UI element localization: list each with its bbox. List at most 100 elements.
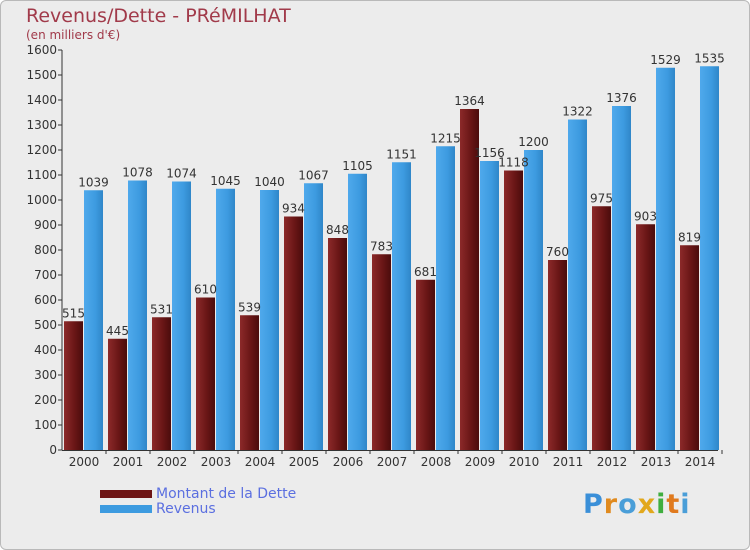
label-debt-2013: 903 xyxy=(634,209,657,223)
chart-axes: 0 100 200 300 400 500 600 700 800 900 1000 1100 1200… xyxy=(26,43,723,469)
y-tick-label: 900 xyxy=(34,218,57,232)
label-revenue-2014: 1535 xyxy=(694,51,725,65)
logo-letter: i xyxy=(680,489,691,520)
y-tick-label: 100 xyxy=(34,418,57,432)
x-tick-label-2014: 2014 xyxy=(685,455,716,469)
bar-revenue-2007 xyxy=(392,162,411,450)
x-tick-label-2006: 2006 xyxy=(333,455,364,469)
logo-letter: o xyxy=(618,489,638,520)
bar-debt-2014 xyxy=(680,245,699,450)
x-tick-label-2002: 2002 xyxy=(157,455,188,469)
bar-debt-2004 xyxy=(240,315,259,450)
x-tick-label-2000: 2000 xyxy=(69,455,100,469)
x-tick-label-2004: 2004 xyxy=(245,455,276,469)
y-tick-label: 0 xyxy=(49,443,57,457)
bar-revenue-2002 xyxy=(172,181,191,450)
y-tick-label: 1500 xyxy=(26,68,57,82)
x-tick-label-2008: 2008 xyxy=(421,455,452,469)
bar-revenue-2009 xyxy=(480,161,499,450)
bar-revenue-2011 xyxy=(568,119,587,450)
y-tick-label: 200 xyxy=(34,393,57,407)
bar-debt-2001 xyxy=(108,338,127,450)
y-tick-label: 300 xyxy=(34,368,57,382)
bar-revenue-2010 xyxy=(524,150,543,450)
label-revenue-2006: 1105 xyxy=(342,159,373,173)
label-revenue-2011: 1322 xyxy=(562,105,593,119)
proxiti-logo: Proxiti xyxy=(583,489,691,520)
y-tick-label: 1000 xyxy=(26,193,57,207)
label-revenue-2008: 1215 xyxy=(430,131,461,145)
legend-swatch-debt xyxy=(100,490,152,498)
label-revenue-2001: 1078 xyxy=(122,166,153,180)
legend-label-revenue: Revenus xyxy=(156,501,216,517)
bar-revenue-2014 xyxy=(700,66,719,450)
bar-debt-2008 xyxy=(416,279,435,450)
bar-debt-2012 xyxy=(592,206,611,450)
label-revenue-2009: 1156 xyxy=(474,146,505,160)
y-tick-label: 1100 xyxy=(26,168,57,182)
label-revenue-2005: 1067 xyxy=(298,168,329,182)
x-tick-label-2007: 2007 xyxy=(377,455,408,469)
label-debt-2007: 783 xyxy=(370,239,393,253)
bar-debt-2000 xyxy=(64,321,83,450)
x-tick-label-2012: 2012 xyxy=(597,455,628,469)
y-tick-label: 1400 xyxy=(26,93,57,107)
y-tick-label: 500 xyxy=(34,318,57,332)
label-revenue-2000: 1039 xyxy=(78,175,109,189)
x-tick-label-2001: 2001 xyxy=(113,455,144,469)
bar-revenue-2012 xyxy=(612,106,631,450)
label-debt-2009: 1364 xyxy=(454,94,485,108)
legend-swatch-revenue xyxy=(100,505,152,513)
label-revenue-2007: 1151 xyxy=(386,147,417,161)
bar-revenue-2004 xyxy=(260,190,279,450)
label-revenue-2010: 1200 xyxy=(518,135,549,149)
bar-debt-2005 xyxy=(284,216,303,450)
label-revenue-2012: 1376 xyxy=(606,91,637,105)
label-revenue-2002: 1074 xyxy=(166,167,197,181)
logo-letter: P xyxy=(583,489,604,520)
label-debt-2001: 445 xyxy=(106,324,129,338)
x-tick-label-2009: 2009 xyxy=(465,455,496,469)
label-debt-2014: 819 xyxy=(678,230,701,244)
x-tick-label-2010: 2010 xyxy=(509,455,540,469)
y-tick-label: 1600 xyxy=(26,43,57,57)
chart-title: Revenus/Dette - PRéMILHAT xyxy=(26,5,291,27)
bar-debt-2007 xyxy=(372,254,391,450)
x-tick-label-2013: 2013 xyxy=(641,455,672,469)
label-debt-2005: 934 xyxy=(282,202,305,216)
label-revenue-2003: 1045 xyxy=(210,174,241,188)
y-tick-label: 400 xyxy=(34,343,57,357)
y-tick-label: 1200 xyxy=(26,143,57,157)
y-tick-label: 1300 xyxy=(26,118,57,132)
x-tick-label-2011: 2011 xyxy=(553,455,584,469)
bar-debt-2013 xyxy=(636,224,655,450)
label-debt-2003: 610 xyxy=(194,283,217,297)
y-tick-label: 800 xyxy=(34,243,57,257)
bar-revenue-2000 xyxy=(84,190,103,450)
bar-revenue-2008 xyxy=(436,146,455,450)
bar-revenue-2013 xyxy=(656,67,675,450)
label-debt-2008: 681 xyxy=(414,265,437,279)
logo-letter: i xyxy=(656,489,667,520)
bar-debt-2002 xyxy=(152,317,171,450)
label-debt-2011: 760 xyxy=(546,245,569,259)
label-debt-2004: 539 xyxy=(238,300,261,314)
label-revenue-2013: 1529 xyxy=(650,53,681,67)
chart-bars xyxy=(64,66,719,450)
bar-revenue-2003 xyxy=(216,188,235,450)
label-debt-2006: 848 xyxy=(326,223,349,237)
legend-label-debt: Montant de la Dette xyxy=(156,486,297,502)
logo-letter: t xyxy=(666,489,681,520)
bar-debt-2010 xyxy=(504,170,523,450)
chart-subtitle: (en milliers d'€) xyxy=(26,28,121,42)
logo-letter: r xyxy=(603,489,619,520)
label-debt-2002: 531 xyxy=(150,302,173,316)
bar-revenue-2006 xyxy=(348,173,367,450)
bar-debt-2003 xyxy=(196,297,215,450)
x-tick-label-2005: 2005 xyxy=(289,455,320,469)
bar-revenue-2001 xyxy=(128,180,147,450)
y-tick-label: 700 xyxy=(34,268,57,282)
label-debt-2000: 515 xyxy=(62,306,85,320)
bar-debt-2011 xyxy=(548,260,567,450)
